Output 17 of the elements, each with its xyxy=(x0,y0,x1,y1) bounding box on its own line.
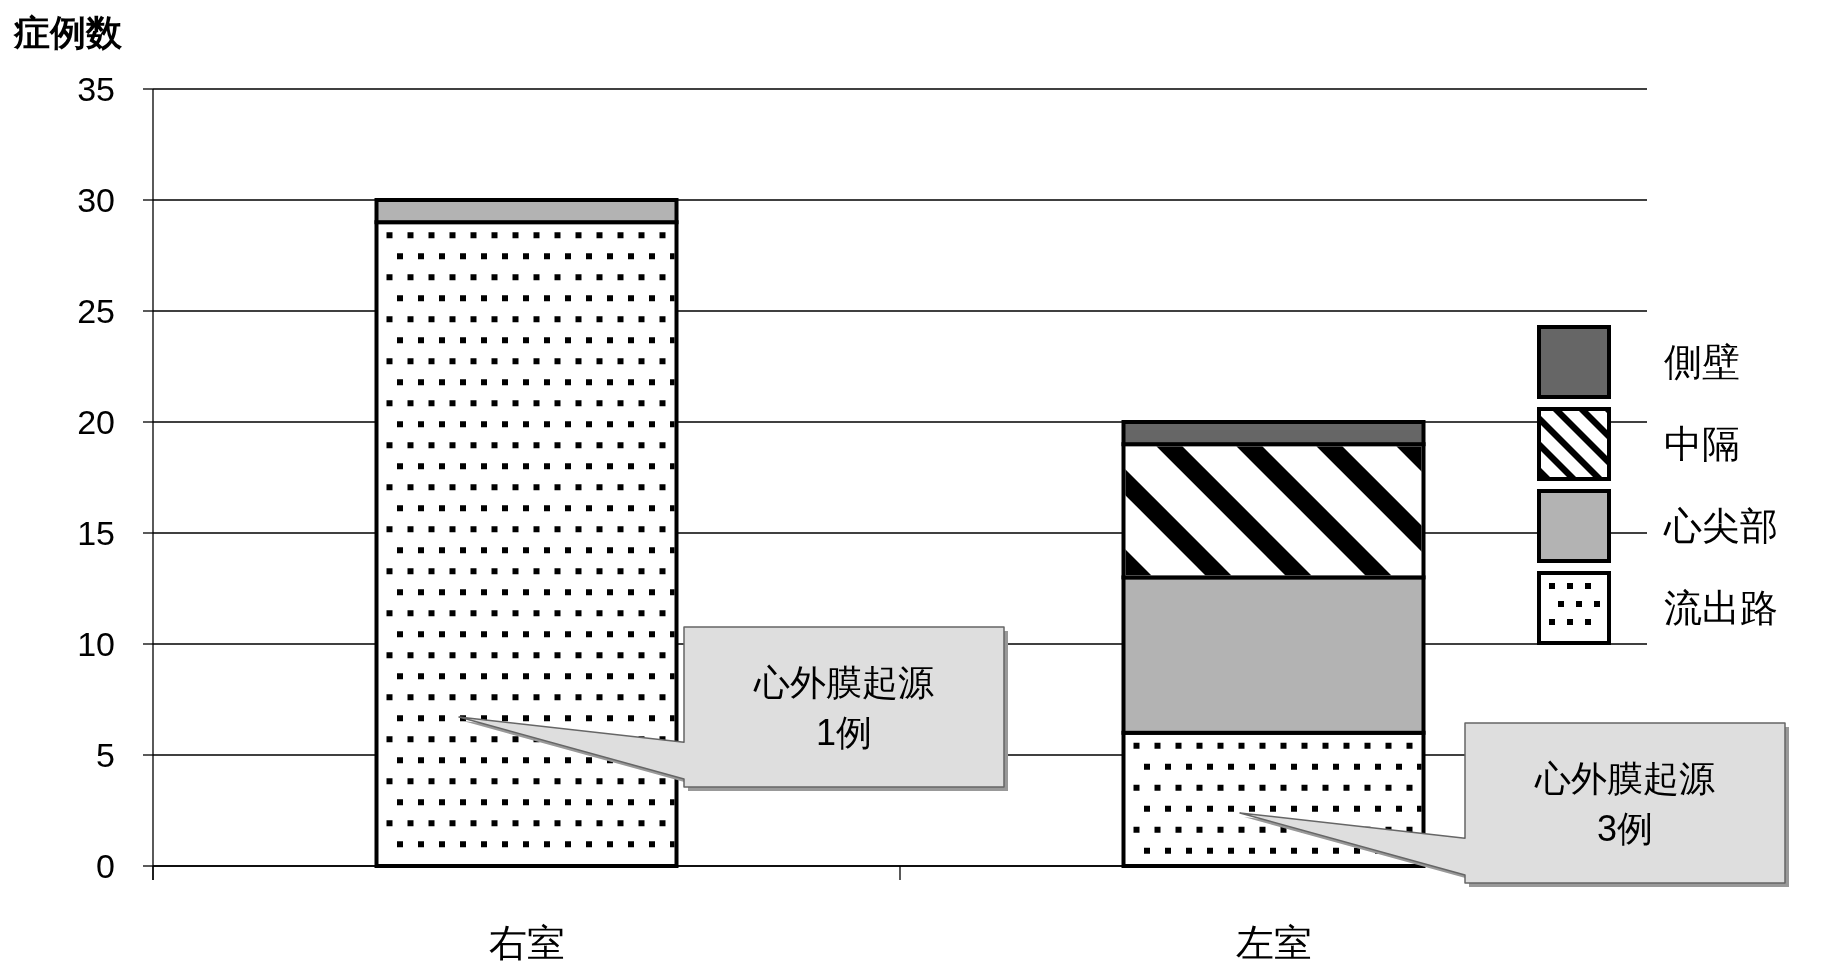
annotation: 心外膜起源 3例 xyxy=(1534,758,1715,849)
legend-label: 側壁 xyxy=(1664,341,1740,383)
legend-label: 心尖部 xyxy=(1663,505,1778,547)
y-tick-label: 15 xyxy=(77,514,115,552)
annotation: 心外膜起源 1例 xyxy=(753,662,934,753)
y-tick-label: 20 xyxy=(77,403,115,441)
y-tick-label: 25 xyxy=(77,292,115,330)
y-tick-label: 0 xyxy=(96,847,115,885)
y-tick-label: 10 xyxy=(77,625,115,663)
y-tick-label: 35 xyxy=(77,70,115,108)
x-tick-label: 右室 xyxy=(488,922,565,964)
y-axis-title: 症例数 xyxy=(13,12,123,53)
legend-label: 中隔 xyxy=(1664,423,1740,465)
legend-label: 流出路 xyxy=(1664,587,1778,629)
y-tick-label: 30 xyxy=(77,181,115,219)
y-tick-label: 5 xyxy=(96,736,115,774)
x-tick-label: 左室 xyxy=(1235,922,1312,964)
